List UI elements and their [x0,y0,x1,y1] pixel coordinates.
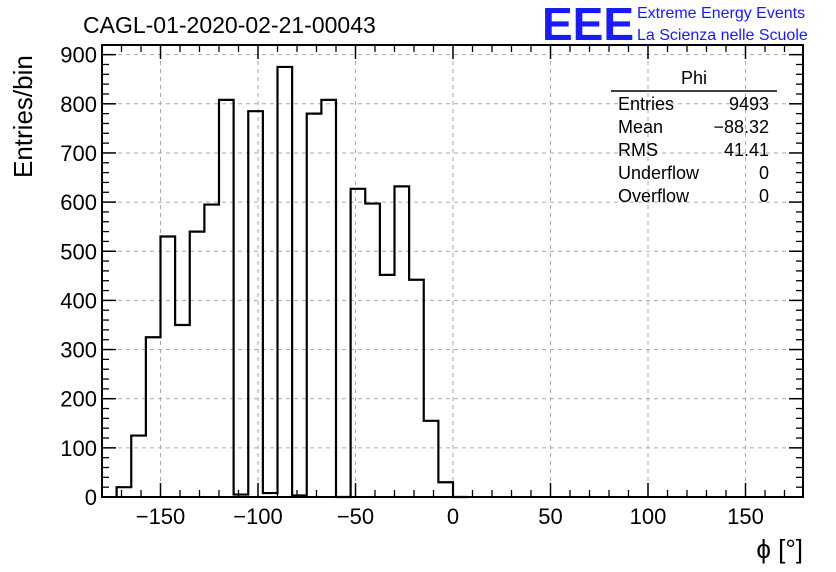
stats-value: 0 [759,186,769,206]
stats-label: Mean [618,117,663,137]
y-tick-label: 700 [60,141,97,166]
stats-value: −88.32 [713,117,769,137]
histogram-outline [115,65,468,499]
x-tick-label: −50 [337,504,374,529]
y-tick-label: 200 [60,387,97,412]
y-tick-label: 800 [60,92,97,117]
logo-line-1: Extreme Energy Events [637,5,805,22]
y-tick-labels: 0 100 200 300 400 500 600 700 800 900 [60,43,97,510]
y-tick-label: 500 [60,239,97,264]
chart-title: CAGL-01-2020-02-21-00043 [83,12,376,38]
y-tick-label: 600 [60,190,97,215]
x-tick-label: 50 [538,504,562,529]
stats-value: 41.41 [724,140,769,160]
x-tick-label: 150 [727,504,764,529]
x-tick-labels: −150 −100 −50 0 50 100 150 [136,504,764,529]
y-tick-label: 0 [85,485,97,510]
stats-label: Overflow [618,186,690,206]
y-tick-label: 100 [60,436,97,461]
x-tick-label: −100 [233,504,283,529]
x-tick-label: −150 [136,504,186,529]
stats-value: 9493 [729,94,769,114]
x-tick-label: 100 [630,504,667,529]
y-axis-label: Entries/bin [8,55,38,178]
logo-line-2: La Scienza nelle Scuole [637,27,808,44]
stats-label: Entries [618,94,674,114]
y-tick-label: 300 [60,338,97,363]
stats-label: Underflow [618,163,700,183]
stats-value: 0 [759,163,769,183]
stats-box: Phi Entries 9493 Mean −88.32 RMS 41.41 Underfl… [611,68,777,206]
y-tick-label: 900 [60,43,97,68]
axis-ticks [102,45,803,498]
x-tick-label: 0 [447,504,459,529]
x-axis-label: ϕ [°] [756,534,803,564]
eee-logo-mark: EEE [542,0,634,50]
grid-lines [102,45,803,497]
stats-title: Phi [681,68,707,88]
y-tick-label: 400 [60,288,97,313]
stats-label: RMS [618,140,658,160]
